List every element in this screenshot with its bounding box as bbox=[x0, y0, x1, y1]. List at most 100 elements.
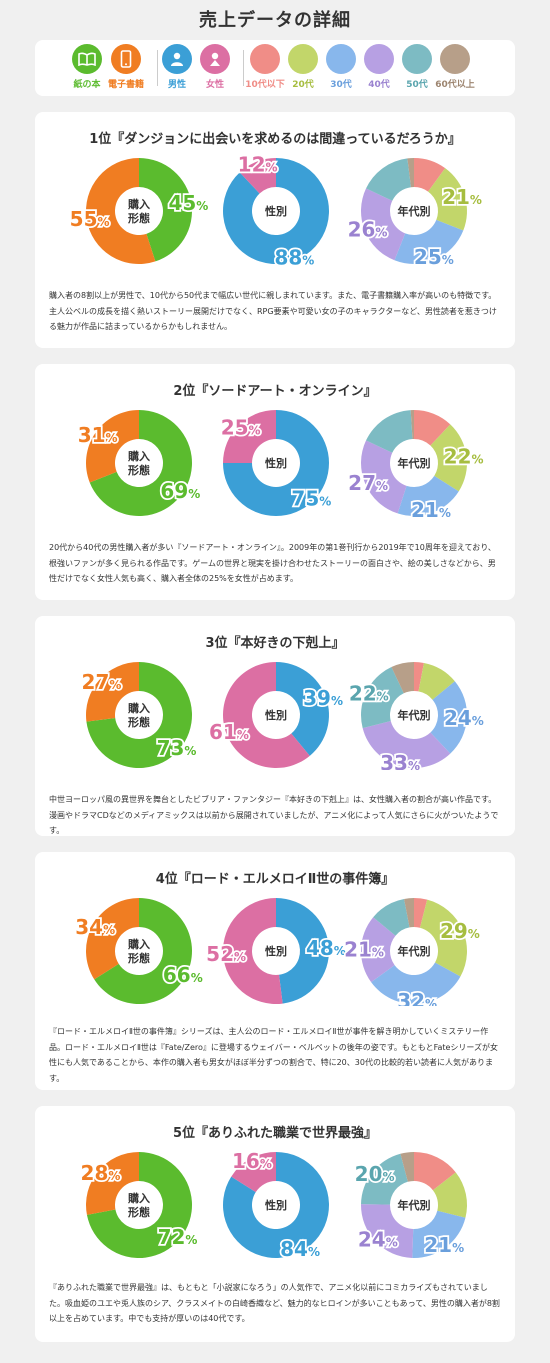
donut-value-label: 22% bbox=[444, 445, 484, 469]
card-title: 3位『本好きの下剋上』 bbox=[205, 636, 345, 651]
donut-value-label: 32% bbox=[397, 989, 437, 1006]
donut-slice bbox=[397, 475, 459, 516]
donut-slice bbox=[85, 410, 139, 483]
age-swatch bbox=[326, 44, 356, 74]
age-donut-chart: 年代別 29% 32% 21% bbox=[344, 898, 482, 1006]
age-donut-chart: 年代別 21% 25% 26% bbox=[346, 158, 484, 266]
donut-slice bbox=[276, 662, 329, 756]
donut-slice bbox=[139, 158, 193, 262]
donut-center-label: 購入 bbox=[127, 197, 150, 211]
donut-center-label: 性別 bbox=[265, 708, 287, 722]
donut-slice bbox=[414, 662, 424, 692]
age-swatch bbox=[364, 44, 394, 74]
gender-donut-chart: 性別 39% 61% bbox=[207, 662, 345, 768]
donut-value-label: 16% bbox=[232, 1150, 272, 1173]
legend-age-label: 60代以上 bbox=[435, 80, 475, 90]
donut-value-label: 28% bbox=[81, 1161, 121, 1185]
gender-donut-chart: 性別 84% 16% bbox=[223, 1150, 329, 1260]
donut-slice bbox=[223, 410, 276, 463]
donut-slice bbox=[361, 440, 407, 514]
legend-ebook: 電子書籍 bbox=[98, 44, 154, 90]
donut-center-label: 性別 bbox=[265, 1198, 287, 1212]
donut-value-label: 84% bbox=[280, 1237, 320, 1260]
page-title: 売上データの詳細 bbox=[199, 10, 351, 31]
donut-center-label: 年代別 bbox=[398, 456, 431, 470]
donut-slice bbox=[361, 667, 404, 729]
donut-center-label: 年代別 bbox=[398, 708, 431, 722]
donut-value-label: 66% bbox=[163, 963, 203, 987]
donut-value-label: 55% bbox=[70, 207, 110, 231]
legend-age-label: 10代以下 bbox=[245, 80, 285, 90]
donut-center-label: 購入 bbox=[127, 449, 150, 463]
donut-value-label: 33% bbox=[380, 751, 420, 770]
donut-slice bbox=[361, 1153, 408, 1205]
donut-slice bbox=[414, 410, 451, 446]
donut-value-label: 61% bbox=[209, 720, 249, 744]
donut-slice bbox=[223, 898, 283, 1004]
donut-value-label: 12% bbox=[238, 156, 278, 177]
donut-value-label: 26% bbox=[348, 217, 388, 241]
ranking-card: 5位『ありふれた職業で世界最強』 購入 形態 72% 28% 性別 84% 16% 年代別… bbox=[35, 1106, 515, 1342]
donut-slice bbox=[223, 662, 310, 768]
donut-value-label: 21% bbox=[344, 937, 384, 961]
donut-value-label: 21% bbox=[411, 498, 451, 518]
card-description: 中世ヨーロッパ風の異世界を舞台としたビブリア・ファンタジー『本好きの下剋上』は、… bbox=[49, 795, 499, 835]
donut-value-label: 27% bbox=[82, 670, 122, 694]
donut-value-label: 75% bbox=[291, 486, 331, 510]
age-swatch bbox=[402, 44, 432, 74]
donut-slice bbox=[86, 1152, 192, 1258]
donut-center-label: 性別 bbox=[265, 944, 287, 958]
donut-value-label: 39% bbox=[303, 686, 343, 710]
age-swatch bbox=[250, 44, 280, 74]
donut-center-label: 年代別 bbox=[398, 1198, 431, 1212]
donut-slice bbox=[410, 410, 414, 440]
donut-value-label: 34% bbox=[75, 915, 115, 939]
donut-slice bbox=[223, 1152, 329, 1258]
donut-slice bbox=[400, 1152, 414, 1182]
ranking-card: 1位『ダンジョンに出会いを求めるのは間違っているだろうか』 購入 形態 45% 55%… bbox=[35, 112, 515, 348]
age-swatch bbox=[288, 44, 318, 74]
donut-slice bbox=[362, 720, 451, 768]
legend-divider bbox=[157, 50, 158, 86]
donut-value-label: 21% bbox=[442, 185, 482, 209]
donut-slice bbox=[223, 410, 329, 516]
donut-slice bbox=[432, 1172, 467, 1218]
donut-value-label: 25% bbox=[414, 245, 454, 266]
donut-slice bbox=[430, 681, 467, 754]
donut-center-label: 年代別 bbox=[398, 944, 431, 958]
donut-slice bbox=[414, 158, 446, 192]
donut-center-label: 形態 bbox=[128, 951, 150, 965]
legend-age-40: 40代 bbox=[351, 44, 407, 90]
donut-value-label: 29% bbox=[440, 919, 480, 943]
card-title: 1位『ダンジョンに出会いを求めるのは間違っているだろうか』 bbox=[89, 132, 461, 147]
donut-center-label: 購入 bbox=[127, 701, 150, 715]
male-icon bbox=[162, 44, 192, 74]
donut-slice bbox=[419, 899, 467, 977]
donut-slice bbox=[428, 168, 467, 231]
donut-slice bbox=[231, 1152, 276, 1193]
legend-age-30: 30代 bbox=[313, 44, 369, 90]
card-description: 20代から40代の男性購入者が多い『ソードアート・オンライン』。2009年の第1… bbox=[49, 543, 496, 583]
donut-value-label: 48% bbox=[306, 936, 346, 960]
legend-age-10: 10代以下 bbox=[237, 44, 293, 90]
legend-ebook-label: 電子書籍 bbox=[107, 80, 144, 90]
donut-slice bbox=[276, 898, 330, 1004]
ranking-card: 2位『ソードアート・オンライン』 購入 形態 69% 31% 性別 75% 25% 年代別… bbox=[35, 364, 515, 600]
donut-slice bbox=[89, 410, 192, 516]
card-title: 5位『ありふれた職業で世界最強』 bbox=[172, 1126, 378, 1141]
donut-slice bbox=[86, 662, 192, 768]
donut-value-label: 72% bbox=[158, 1225, 198, 1249]
donut-slice bbox=[412, 1210, 466, 1258]
donut-value-label: 52% bbox=[206, 942, 246, 966]
gender-donut-chart: 性別 48% 52% bbox=[206, 898, 346, 1004]
donut-slice bbox=[418, 662, 455, 700]
donut-slice bbox=[94, 898, 192, 1004]
donut-value-label: 31% bbox=[78, 423, 118, 447]
donut-slice bbox=[361, 188, 406, 261]
card-description: 『ありふれた職業で世界最強』は、もともと「小説家になろう」の人気作で、アニメ化以… bbox=[49, 1283, 500, 1323]
donut-value-label: 88% bbox=[274, 245, 314, 266]
